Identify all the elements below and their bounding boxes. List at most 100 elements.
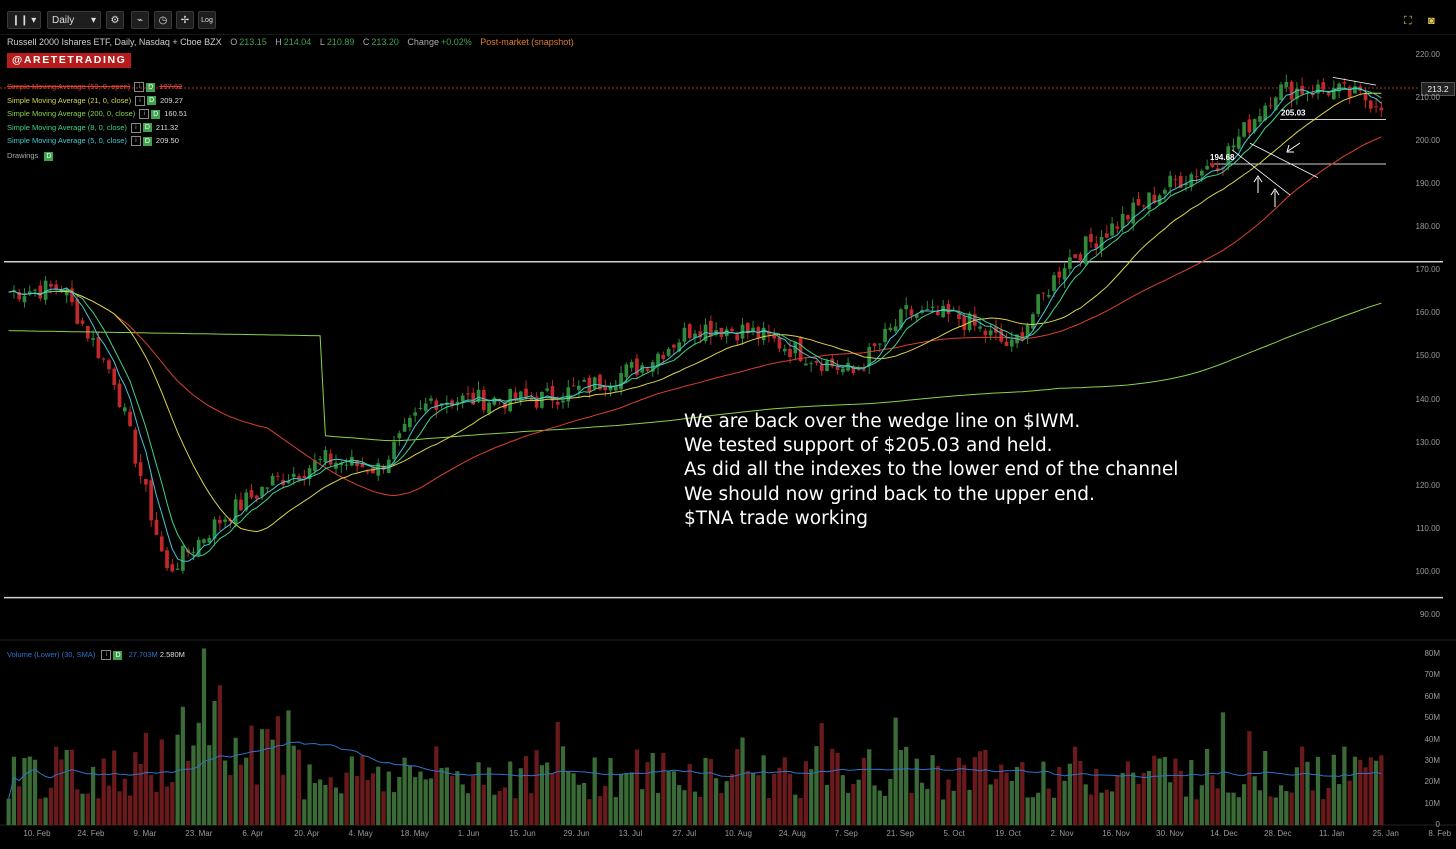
candle-body xyxy=(1374,106,1378,108)
candle-body xyxy=(883,328,887,343)
compare-button[interactable]: ⌁ xyxy=(131,11,149,29)
candle-body xyxy=(682,327,687,342)
indicator-toggle-icon[interactable]: D xyxy=(146,82,156,92)
compare-icon: ⌁ xyxy=(136,15,144,26)
volume-tick-label: 10M xyxy=(1424,798,1440,808)
volume-bar xyxy=(117,791,122,826)
volume-bar xyxy=(365,780,370,826)
candle-body xyxy=(365,471,370,473)
candle-body xyxy=(978,326,982,329)
volume-toggle-icon[interactable]: D xyxy=(113,650,123,660)
candle-body xyxy=(223,519,227,522)
volume-bar xyxy=(882,795,888,826)
volume-bar xyxy=(766,797,772,826)
candle-body xyxy=(1226,146,1231,166)
log-button[interactable]: Log xyxy=(198,11,216,29)
drawings-toggle-icon[interactable]: D xyxy=(44,151,54,161)
volume-bar xyxy=(666,771,671,826)
volume-tick-label: 30M xyxy=(1424,756,1440,765)
candle-body xyxy=(497,400,502,402)
volume-bar xyxy=(1194,799,1199,826)
volume-bar xyxy=(54,746,59,826)
candle-body xyxy=(191,551,196,553)
volume-bar xyxy=(133,752,138,826)
volume-bar xyxy=(1305,761,1310,826)
drawing-button[interactable]: ✢ xyxy=(176,11,194,29)
info-icon[interactable]: i xyxy=(139,109,150,120)
candle-body xyxy=(1152,194,1157,203)
interval-select[interactable]: Daily ▾ xyxy=(47,11,101,29)
candle-body xyxy=(302,475,307,479)
volume-bar xyxy=(1104,789,1109,826)
date-tick-label: 15. Jun xyxy=(509,829,536,838)
info-icon[interactable]: i xyxy=(101,650,112,661)
volume-bar xyxy=(566,770,571,826)
candle-body xyxy=(1115,226,1120,229)
volume-bar xyxy=(671,771,676,826)
volume-bar xyxy=(85,793,90,826)
clock-button[interactable]: ◷ xyxy=(154,11,172,29)
info-icon[interactable]: i xyxy=(130,122,141,133)
date-tick-label: 10. Feb xyxy=(23,829,51,838)
volume-bar xyxy=(381,791,386,826)
volume-tick-label: 60M xyxy=(1424,691,1440,701)
volume-bar xyxy=(856,779,861,826)
volume-bar xyxy=(809,769,814,826)
volume-bar xyxy=(170,781,175,826)
candle-body xyxy=(1331,87,1336,100)
candle-body xyxy=(328,453,333,465)
info-icon[interactable]: i xyxy=(135,95,146,106)
indicator-toggle-icon[interactable]: D xyxy=(147,96,157,106)
candle-body xyxy=(1168,175,1173,188)
volume-tick-label: 50M xyxy=(1424,713,1440,723)
volume-bar xyxy=(830,748,835,826)
volume-bar xyxy=(1315,756,1321,826)
date-tick-label: 21. Sep xyxy=(886,829,914,838)
candle-body xyxy=(43,280,48,300)
candle-body xyxy=(920,310,924,313)
date-tick-label: 18. May xyxy=(400,829,429,838)
volume-bar xyxy=(618,773,624,826)
camera-icon[interactable]: ◙ xyxy=(1428,15,1435,27)
settings-button[interactable]: ⚙ xyxy=(106,11,124,29)
date-tick-label: 1. Jun xyxy=(457,829,480,838)
info-icon[interactable]: i xyxy=(134,82,145,93)
candle-body xyxy=(872,343,877,347)
volume-bar xyxy=(1120,772,1125,826)
candle-body xyxy=(122,407,127,412)
indicator-toggle-icon[interactable]: D xyxy=(142,123,152,133)
volume-bar xyxy=(692,791,698,826)
volume-bar xyxy=(6,798,11,826)
candle-body xyxy=(1052,275,1056,291)
candle-body xyxy=(814,361,819,363)
date-tick-label: 16. Nov xyxy=(1102,829,1130,838)
fullscreen-icon[interactable]: ⛶ xyxy=(1404,15,1412,27)
candle-body xyxy=(1321,82,1326,90)
volume-bar xyxy=(624,773,629,826)
volume-bar xyxy=(714,778,719,826)
candle-body xyxy=(107,360,111,370)
candle-body xyxy=(624,364,629,378)
candle-body xyxy=(893,326,898,332)
candle-body xyxy=(571,385,576,387)
candle-body xyxy=(936,310,940,316)
indicator-toggle-icon[interactable]: D xyxy=(151,109,161,119)
volume-bar xyxy=(1025,797,1030,826)
volume-bar xyxy=(1162,756,1168,826)
volume-bar xyxy=(1337,784,1342,826)
volume-bar xyxy=(11,756,17,826)
info-icon[interactable]: i xyxy=(130,136,141,147)
volume-bar xyxy=(1294,767,1299,826)
volume-bar xyxy=(291,745,296,826)
candle-body xyxy=(49,283,53,287)
top-line xyxy=(1332,77,1377,86)
candle-body xyxy=(555,402,560,405)
indicator-toggle-icon[interactable]: D xyxy=(142,136,152,146)
chart-type-button[interactable]: ❙❙ ▾ xyxy=(7,11,41,29)
volume-bar xyxy=(407,765,413,826)
candle-body xyxy=(91,338,95,340)
indicator-value: 209.50 xyxy=(155,136,179,146)
candle-body xyxy=(851,366,856,374)
